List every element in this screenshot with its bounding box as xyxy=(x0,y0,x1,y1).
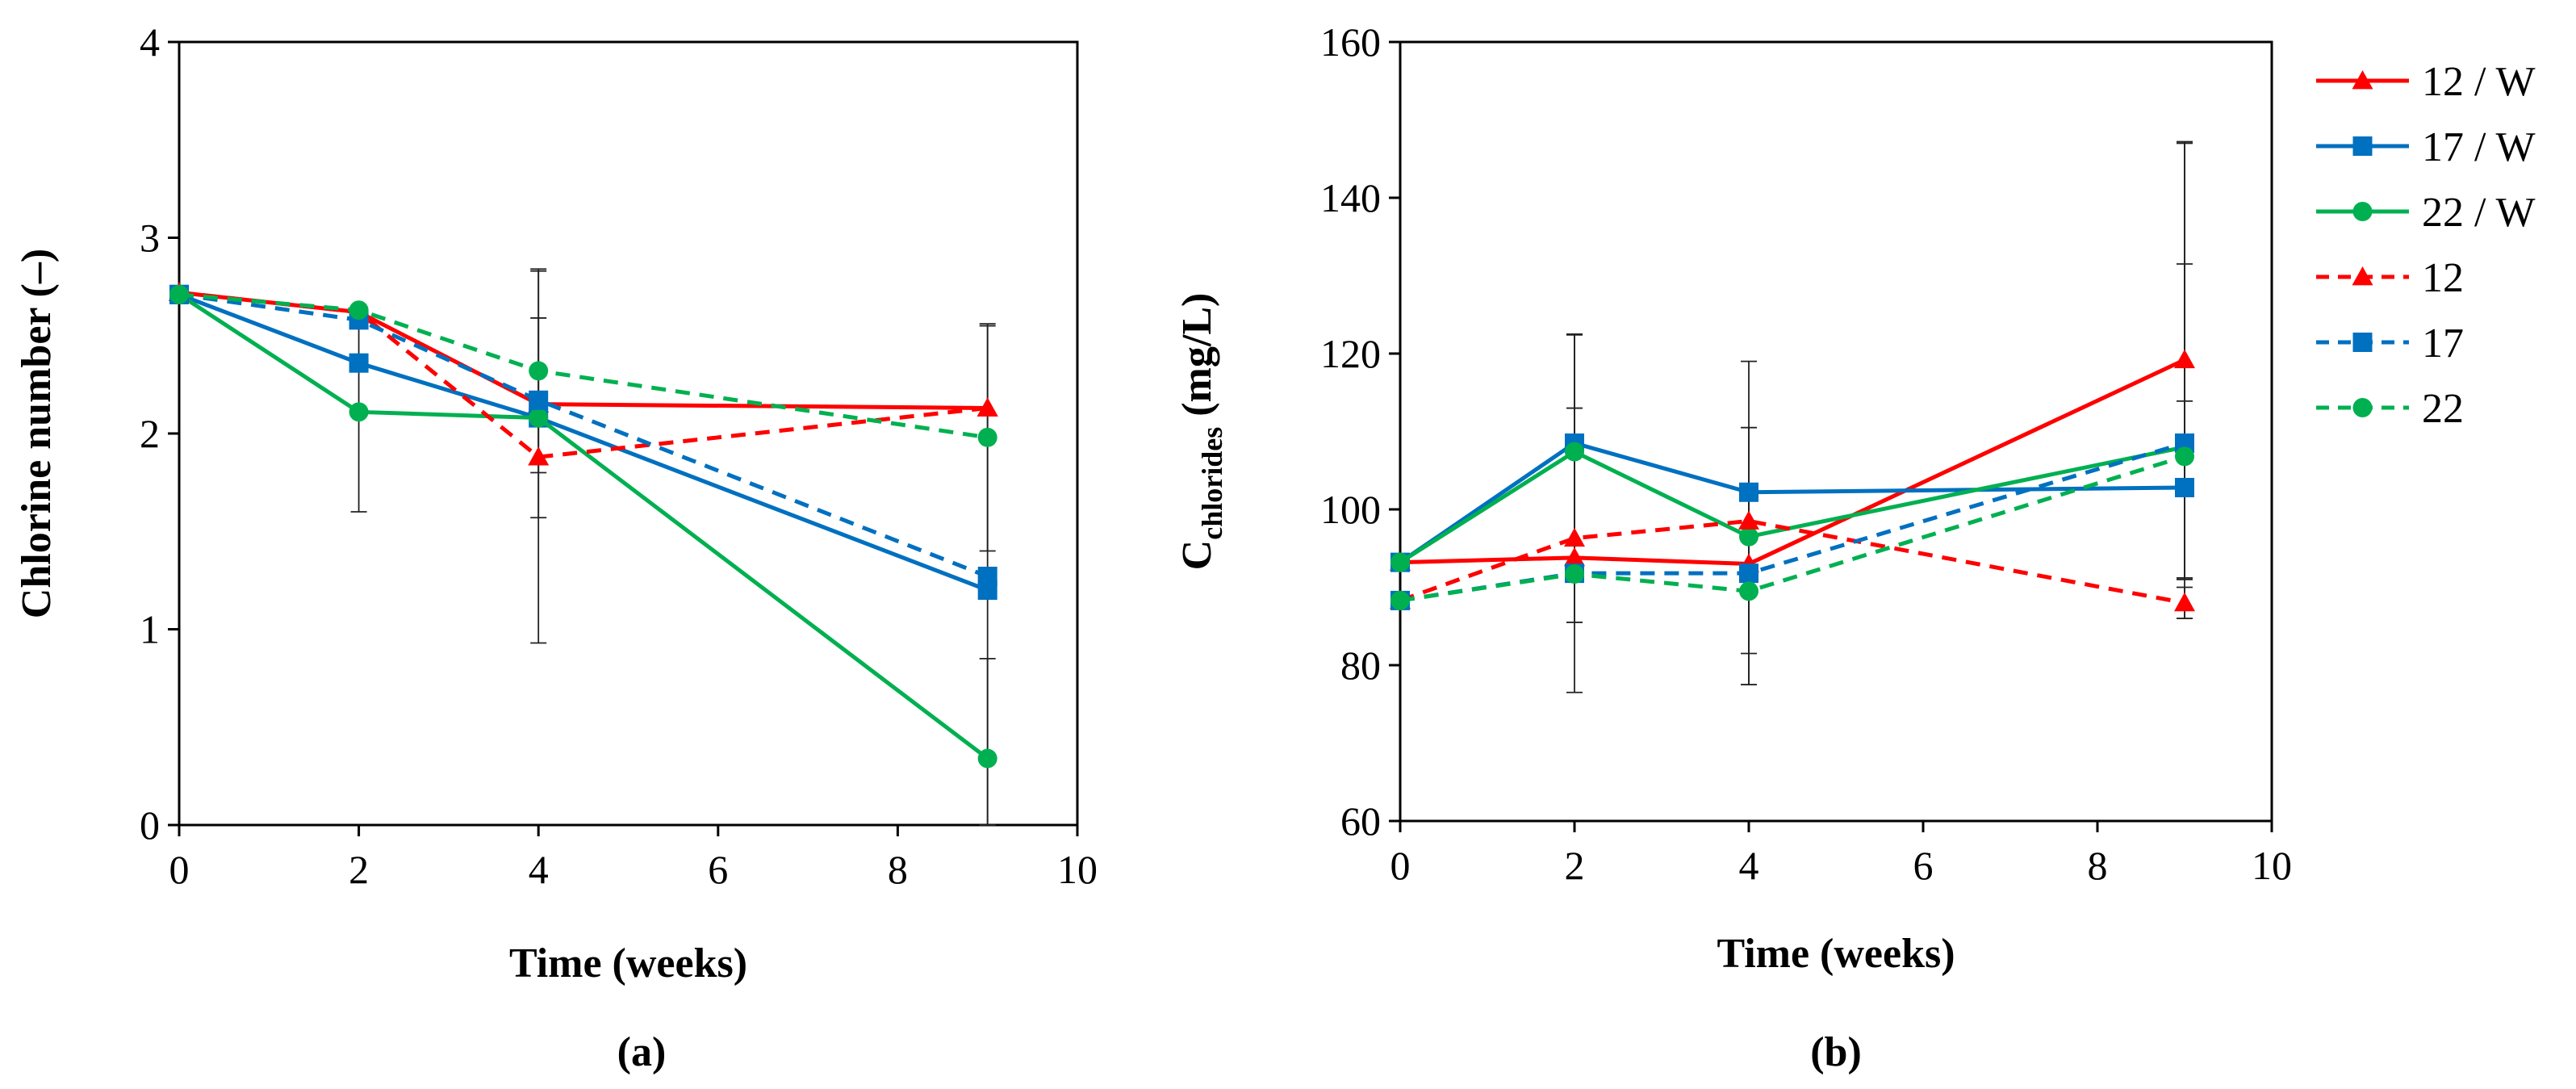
legend-label: 17 xyxy=(2422,320,2464,366)
data-point xyxy=(349,300,369,320)
legend-marker xyxy=(2352,398,2373,417)
series-line-12 xyxy=(1399,518,2185,605)
y-axis-title: Chlorine number (–) xyxy=(14,249,60,618)
y-tick-label: 0 xyxy=(140,802,160,848)
series-line-17-wW xyxy=(178,292,989,593)
y-axis-title-unit: (mg/L) xyxy=(1174,293,1220,427)
x-tick-label: 6 xyxy=(1913,843,1934,888)
legend-marker xyxy=(2352,202,2373,221)
series-line-22-wW xyxy=(1399,445,2185,564)
data-point xyxy=(528,446,550,466)
data-point xyxy=(1739,581,1758,601)
x-tick-label: 4 xyxy=(529,847,549,892)
chart-panel-a: 0 1 2 3 4 0 2 4 6 8 10 Time (weeks) Chlorine number … xyxy=(14,19,1098,1075)
data-point xyxy=(1564,527,1585,547)
y-tick-label: 120 xyxy=(1320,331,1381,376)
x-tick-label: 0 xyxy=(169,847,190,892)
series-line-22-wW xyxy=(178,292,989,760)
legend-marker xyxy=(2352,70,2373,90)
data-point xyxy=(1390,590,1410,610)
y-tick-label: 160 xyxy=(1320,19,1381,65)
data-point xyxy=(1739,526,1758,547)
x-tick-label: 8 xyxy=(888,847,908,892)
data-point xyxy=(169,284,189,304)
series-line-17 xyxy=(178,292,989,579)
y-tick-label: 80 xyxy=(1340,643,1381,688)
data-point xyxy=(2175,446,2194,467)
data-point xyxy=(2175,477,2194,497)
panel-label: (a) xyxy=(617,1029,667,1075)
legend-label: 12 xyxy=(2422,255,2464,301)
data-point xyxy=(976,397,998,417)
data-point xyxy=(977,748,997,769)
x-axis-title: Time (weeks) xyxy=(509,940,747,986)
x-tick-label: 0 xyxy=(1390,843,1411,888)
legend: 12 / W 17 / W 22 / W 12 17 22 xyxy=(2316,59,2536,432)
panel-label: (b) xyxy=(1810,1029,1862,1075)
data-point xyxy=(977,567,997,587)
legend-label: 22 xyxy=(2422,386,2464,432)
chart-panel-b: 60 80 100 120 140 160 0 2 4 6 8 10 Time (weeks) Cchlo… xyxy=(1174,19,2292,1075)
x-tick-label: 8 xyxy=(2088,843,2108,888)
data-point xyxy=(1390,552,1410,572)
y-axis-title-main: C xyxy=(1174,540,1220,571)
data-point xyxy=(977,427,997,447)
data-point xyxy=(2174,592,2195,612)
data-point xyxy=(1565,564,1584,584)
data-point xyxy=(2174,349,2195,369)
series-line-12 xyxy=(178,290,988,459)
data-point xyxy=(529,390,549,410)
y-tick-label: 100 xyxy=(1320,487,1381,532)
legend-label: 22 / W xyxy=(2422,190,2536,236)
data-point xyxy=(529,408,549,428)
x-tick-label: 6 xyxy=(708,847,728,892)
x-tick-label: 10 xyxy=(2252,843,2292,888)
data-point xyxy=(1564,547,1585,567)
y-tick-label: 60 xyxy=(1340,798,1381,844)
plot-frame xyxy=(1399,40,2273,823)
x-tick-label: 4 xyxy=(1739,843,1759,888)
y-tick-label: 2 xyxy=(140,411,160,456)
data-point xyxy=(1739,563,1758,584)
series-line-22 xyxy=(178,292,989,440)
y-tick-label: 140 xyxy=(1320,175,1381,220)
y-tick-label: 1 xyxy=(140,607,160,652)
x-tick-label: 2 xyxy=(1565,843,1585,888)
y-axis-title: Cchlorides (mg/L) xyxy=(1174,293,1228,571)
x-axis-title: Time (weeks) xyxy=(1717,931,1955,977)
data-point xyxy=(349,353,369,373)
y-axis-title-subscript: chlorides xyxy=(1196,427,1228,540)
legend-label: 17 / W xyxy=(2422,124,2536,170)
x-tick-label: 10 xyxy=(1057,847,1098,892)
data-point xyxy=(1738,510,1759,530)
legend-label: 12 / W xyxy=(2422,59,2536,105)
legend-marker xyxy=(2352,136,2373,156)
legend-marker xyxy=(2352,333,2373,352)
x-tick-label: 2 xyxy=(349,847,369,892)
series-line-12-wW xyxy=(1399,358,2186,567)
data-point xyxy=(529,361,549,381)
y-tick-label: 3 xyxy=(140,216,160,261)
data-point xyxy=(349,402,369,422)
data-point xyxy=(1739,482,1758,502)
y-tick-label: 4 xyxy=(140,19,160,65)
legend-marker xyxy=(2352,266,2373,286)
data-point xyxy=(1565,442,1584,462)
